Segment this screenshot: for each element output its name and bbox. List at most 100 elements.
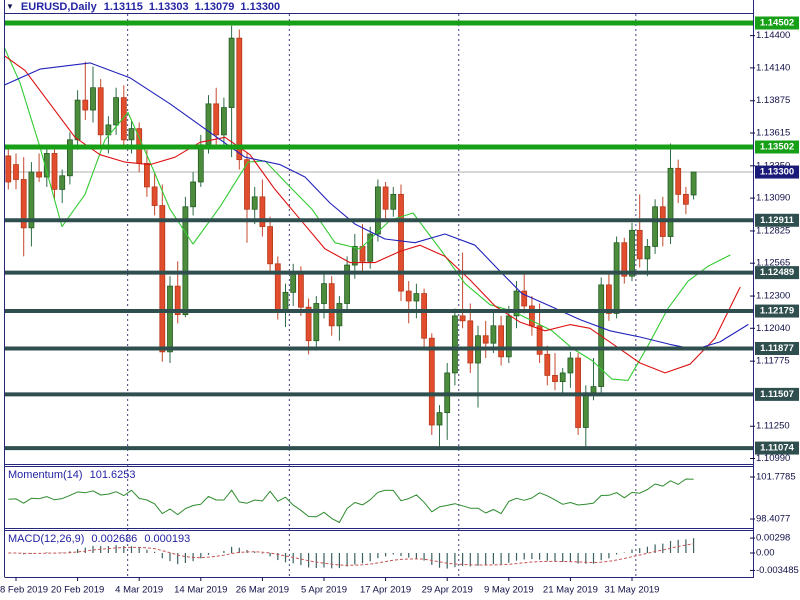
candle <box>405 290 412 302</box>
momentum-line <box>8 478 694 523</box>
candle <box>552 375 558 383</box>
candle <box>290 273 297 293</box>
momentum-value: 101.6253 <box>89 469 136 481</box>
momentum-name: Momentum(14) <box>8 469 83 481</box>
candle <box>667 167 674 237</box>
candle <box>59 175 66 190</box>
candle <box>382 186 389 210</box>
candle <box>690 171 697 196</box>
level-price-label-box <box>755 304 799 318</box>
macd-panel <box>8 538 695 569</box>
candle <box>582 392 589 428</box>
candle <box>490 325 497 344</box>
candle <box>36 171 42 178</box>
candle <box>351 246 358 266</box>
level-price-label: 1.11074 <box>760 443 795 454</box>
candle <box>374 186 381 235</box>
ohlc-open: 1.13115 <box>103 1 143 13</box>
price-axis-label: 1.12825 <box>756 225 790 236</box>
price-axis-label: 1.10990 <box>756 453 790 464</box>
candle <box>336 303 343 327</box>
candle <box>328 283 335 327</box>
price-axis-label: 1.13615 <box>756 127 790 138</box>
ohlc-close: 1.13300 <box>240 1 281 13</box>
date-label: 5 Apr 2019 <box>301 585 347 596</box>
candle <box>128 128 135 141</box>
ma-fast-green <box>5 47 731 381</box>
candle <box>151 186 158 206</box>
candle <box>259 196 266 228</box>
momentum-axis-label: 98.4077 <box>756 514 790 525</box>
candle <box>313 303 320 342</box>
candle <box>251 196 258 210</box>
date-label: 17 Apr 2019 <box>360 585 411 596</box>
momentum-panel <box>8 478 694 523</box>
candle <box>213 103 220 136</box>
candle <box>606 284 612 314</box>
candle <box>20 179 27 229</box>
candle <box>675 167 682 195</box>
candle <box>51 153 58 190</box>
candle <box>513 290 520 317</box>
candle <box>236 37 243 161</box>
candle <box>305 306 312 342</box>
price-axis-label: 1.14140 <box>756 62 790 73</box>
candle <box>367 233 374 262</box>
candle <box>536 325 543 355</box>
price-axis-label: 1.11775 <box>756 356 790 367</box>
level-price-label: 1.11507 <box>760 389 794 400</box>
candle <box>413 293 420 302</box>
symbol-title: EURUSD,Daily <box>20 1 97 13</box>
date-label: 9 May 2019 <box>484 585 534 596</box>
symbol-header: ▼ EURUSD,Daily 1.13115 1.13303 1.13079 1… <box>6 1 280 13</box>
ma-mid-red <box>5 55 741 374</box>
candle <box>421 293 428 339</box>
candle <box>482 335 489 344</box>
candle <box>282 291 289 311</box>
candle <box>451 315 458 374</box>
momentum-axis-label: 101.7785 <box>756 472 796 483</box>
candle <box>321 283 327 304</box>
candle <box>467 320 474 364</box>
macd-name: MACD(12,26,9) <box>8 533 85 545</box>
price-axis-label: 1.12040 <box>756 323 790 334</box>
macd-axis-label: -0.003485 <box>756 565 799 576</box>
ohlc-high: 1.13303 <box>148 1 189 13</box>
candle <box>629 229 635 277</box>
candle <box>82 99 89 111</box>
price-axis-label: 1.12565 <box>756 258 790 269</box>
price-axis: 1.144001.141401.138751.136151.133501.130… <box>750 0 800 578</box>
date-label: 29 Apr 2019 <box>422 585 473 596</box>
candle <box>28 171 35 229</box>
candle <box>505 315 512 358</box>
main-chart-panel <box>5 25 753 450</box>
date-label: 4 Mar 2019 <box>115 585 163 596</box>
candle <box>613 242 620 314</box>
candle <box>428 337 435 426</box>
candle <box>621 242 628 277</box>
date-axis: 8 Feb 2019 20 Feb 2019 4 Mar 2019 14 Mar 20… <box>0 577 660 596</box>
date-label: 31 May 2019 <box>605 585 660 596</box>
level-price-label: 1.13502 <box>760 142 794 153</box>
candle <box>436 412 443 426</box>
current-price-label-box <box>755 165 799 179</box>
candle <box>459 315 466 322</box>
candle <box>267 226 274 265</box>
symbol-collapse-icon[interactable]: ▼ <box>6 2 14 11</box>
candle <box>120 97 127 141</box>
candle <box>43 153 50 178</box>
candle <box>244 159 250 210</box>
candle <box>498 325 505 358</box>
candle <box>344 264 351 304</box>
level-price-label-box <box>755 342 799 355</box>
candle <box>297 273 304 308</box>
level-price-label-box <box>755 441 799 455</box>
level-price-label: 1.12179 <box>760 306 794 317</box>
macd-axis-label: 0.00 <box>756 548 775 559</box>
level-price-label: 1.11877 <box>760 343 794 354</box>
price-axis-label: 1.11250 <box>756 421 790 432</box>
date-label: 8 Feb 2019 <box>0 585 48 596</box>
candle <box>398 193 404 292</box>
